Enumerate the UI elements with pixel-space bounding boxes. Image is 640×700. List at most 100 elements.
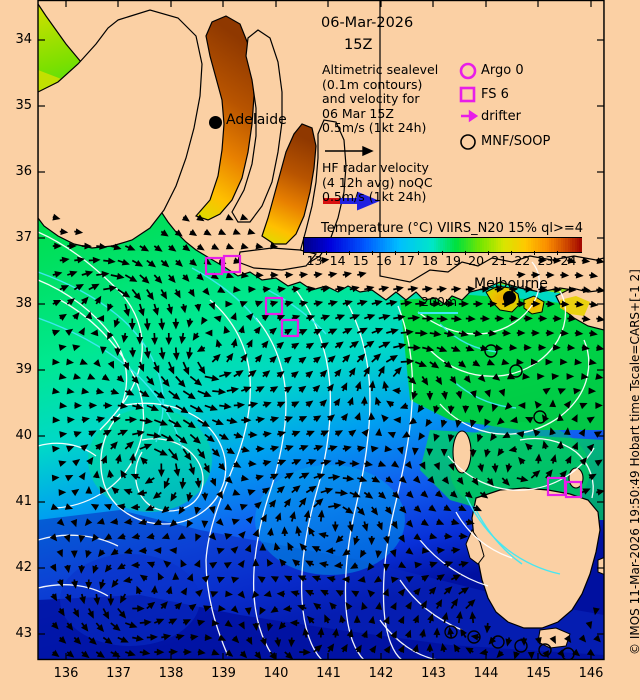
velocity-arrow (451, 518, 460, 526)
velocity-arrow (165, 585, 173, 595)
colorbar-segment (401, 238, 404, 252)
velocity-arrow (505, 463, 513, 473)
velocity-arrow (334, 368, 342, 378)
velocity-arrow (90, 329, 99, 337)
velocity-arrow (110, 622, 121, 631)
velocity-arrow (371, 299, 383, 307)
colorbar-segment (528, 238, 531, 252)
colorbar-segment (512, 238, 515, 252)
colorbar-tick-label: 22 (514, 253, 531, 268)
velocity-arrow (441, 390, 448, 401)
velocity-arrow (239, 503, 248, 511)
velocity-arrow (66, 445, 75, 453)
velocity-arrow (444, 532, 453, 540)
velocity-arrow (186, 573, 194, 582)
velocity-arrow (385, 475, 394, 484)
velocity-arrow (298, 444, 309, 452)
x-axis-tick-label: 140 (263, 666, 289, 681)
velocity-arrow (163, 477, 171, 489)
velocity-arrow (450, 345, 461, 352)
velocity-arrow (71, 488, 80, 497)
velocity-arrow (411, 447, 419, 456)
legend-markers (459, 62, 479, 150)
velocity-arrow (241, 474, 250, 482)
colorbar-tick-mark (395, 251, 396, 255)
colorbar-segment (440, 238, 443, 252)
legend-label-fs: FS 6 (481, 87, 509, 102)
velocity-arrow (302, 627, 310, 638)
colorbar-segment (419, 238, 422, 252)
velocity-arrow (433, 462, 440, 471)
velocity-arrow (324, 614, 331, 624)
velocity-arrow (455, 390, 463, 400)
velocity-arrow (139, 274, 150, 284)
land-king-island (452, 430, 472, 474)
velocity-arrow (146, 601, 156, 610)
velocity-arrow (364, 460, 373, 468)
velocity-arrow (138, 547, 147, 554)
velocity-arrow (378, 341, 391, 349)
velocity-arrow (161, 633, 172, 641)
velocity-arrow (117, 258, 130, 266)
depth-contour-label: 200m (421, 294, 458, 309)
velocity-arrow (210, 272, 219, 280)
velocity-arrow (364, 285, 375, 293)
velocity-arrow (334, 341, 344, 349)
velocity-arrow (368, 412, 376, 421)
velocity-arrow (559, 358, 568, 366)
velocity-arrow (328, 473, 341, 481)
velocity-arrow (371, 327, 384, 335)
land-yorke-peninsula (231, 29, 283, 223)
velocity-arrow (113, 318, 121, 328)
velocity-arrow (180, 559, 187, 568)
velocity-arrow (367, 589, 376, 598)
velocity-arrow (502, 329, 512, 337)
velocity-arrow (545, 329, 555, 337)
bass-strait-warm (400, 295, 604, 430)
colorbar-segment (345, 238, 348, 252)
velocity-arrow (567, 344, 576, 351)
velocity-arrow (225, 213, 234, 221)
velocity-arrow (538, 344, 547, 351)
velocity-arrow (245, 313, 254, 321)
velocity-arrow (351, 590, 360, 598)
velocity-arrow (270, 445, 280, 452)
velocity-arrow (476, 405, 484, 413)
x-axis-tick-label: 136 (53, 666, 79, 681)
velocity-arrow (405, 547, 414, 555)
velocity-arrow (291, 401, 300, 408)
velocity-arrow (210, 591, 219, 598)
velocity-arrow (110, 243, 122, 251)
velocity-arrow (153, 518, 162, 526)
velocity-arrow (397, 615, 405, 625)
colorbar-segment (493, 238, 496, 252)
velocity-arrow (107, 594, 115, 606)
velocity-arrow (99, 579, 106, 590)
colorbar-segment (426, 238, 429, 252)
velocity-arrow (247, 369, 257, 378)
velocity-arrow (157, 572, 165, 581)
velocity-arrow (588, 387, 597, 395)
spencer-gulf-water (194, 15, 255, 221)
velocity-arrow (101, 373, 110, 381)
velocity-arrow (131, 288, 142, 301)
velocity-arrow (124, 441, 134, 450)
velocity-arrow (51, 329, 61, 337)
velocity-arrow (208, 505, 216, 514)
velocity-arrow (73, 431, 82, 438)
y-axis-tick-label: 37 (15, 230, 32, 245)
velocity-arrow (443, 586, 453, 595)
x-axis-tick-label: 145 (526, 666, 551, 681)
velocity-arrow (247, 489, 256, 496)
colorbar-segment (470, 238, 473, 252)
velocity-arrow (139, 443, 153, 450)
velocity-arrow (350, 562, 359, 569)
colorbar-tick-label: 24 (560, 253, 577, 268)
velocity-arrow (498, 388, 506, 397)
velocity-arrow (427, 613, 434, 624)
velocity-arrow (341, 576, 350, 583)
velocity-arrow (231, 635, 240, 644)
velocity-arrow (378, 313, 391, 321)
velocity-arrow (233, 286, 241, 293)
x-axis-tick-label: 138 (158, 666, 184, 681)
